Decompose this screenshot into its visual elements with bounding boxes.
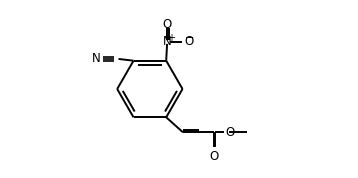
Text: O: O [226,126,235,139]
Text: +: + [168,33,175,43]
Text: N: N [92,53,101,66]
Text: O: O [163,18,172,31]
Text: −: − [184,33,194,43]
Text: O: O [184,35,193,48]
Text: O: O [209,150,218,163]
Text: N: N [163,35,171,48]
